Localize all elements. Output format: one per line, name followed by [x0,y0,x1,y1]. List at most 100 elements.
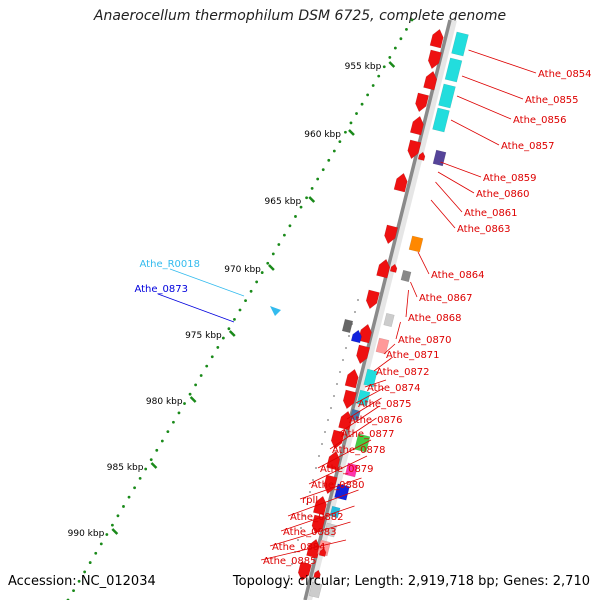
leader-line [435,181,463,213]
gene-block-pink-1-shape [375,337,390,355]
gene-small-1 [389,263,398,273]
gene-block-gray-4-shape [308,581,323,599]
ruler-dot [160,439,164,443]
gene-label: Athe_0875 [358,399,412,410]
leader-line [417,251,430,275]
ruler-dot [221,336,225,340]
gene-label: Athe_0876 [349,415,403,426]
ruler-dot [310,186,314,190]
ruler-dot [227,327,231,331]
ruler-tick [189,396,197,403]
leader-line [338,405,380,434]
trna-marker [270,306,281,316]
gene-block-orange [408,235,424,253]
leader-line [355,387,385,404]
ruler-dot [294,215,297,218]
gene-cds-14-shape [338,410,353,431]
gene-label: Athe_0883 [283,527,337,538]
gene-label: Athe_0870 [398,335,452,346]
gene-block-cyan-1-shape [451,31,469,57]
inner-dot [312,479,314,481]
gene-cds-11-shape [356,344,371,365]
gene-cds-13 [342,389,357,410]
topology-text: Topology: circular; Length: 2,919,718 bp… [232,574,590,589]
gene-block-purple-shape [432,149,447,167]
gene-small-2-shape [318,547,327,557]
gene-small-0 [417,151,426,161]
ruler-tick [111,528,119,535]
ruler-dot [366,93,370,97]
ruler-dot [393,46,397,50]
ruler-dot [316,177,320,181]
gene-block-teal [329,505,341,519]
gene-block-cyan-6 [356,389,371,407]
gene-small-0-shape [417,151,426,161]
left-labels: Athe_R0018 Athe_0873 [134,259,245,323]
gene-block-cyan-4-shape [432,107,450,133]
gene-cds-18 [312,495,327,516]
ruler-dot [83,570,87,574]
gene-block-gray-4 [308,581,323,599]
ruler-dot [371,84,375,87]
ruler-dot [127,495,131,499]
leader-line [169,268,245,297]
inner-dot [357,299,359,301]
inner-dot [321,443,323,445]
gene-left-gray-shape [341,318,354,334]
gene-label: Athe_0860 [476,189,530,200]
ruler-dot [277,243,281,246]
ruler-dot [288,224,292,228]
gene-cds-21-shape [297,561,312,582]
gene-label: Athe_0859 [483,173,537,184]
ruler-dot [332,149,336,153]
gene-cds-18-shape [312,495,327,516]
leader-line [346,397,382,420]
gene-label: Athe_0878 [332,445,386,456]
ruler-dot [188,392,192,396]
gene-left-gray [341,318,354,334]
ruler-dot [255,280,259,284]
ruler-dot [166,430,170,434]
inner-dot [324,431,326,433]
gene-block-gray-2 [383,312,395,328]
inner-dot [288,575,290,577]
ruler-label: 985 kbp [107,463,144,473]
ruler-label: 990 kbp [68,529,105,539]
gene-block-cyan-5-shape [363,368,378,388]
inner-dot [309,491,311,493]
gene-cds-0-shape [429,28,444,49]
ruler-label: 970 kbp [224,265,261,275]
gene-cds-5-shape [407,139,422,160]
leader-line [157,293,235,323]
leader-line [395,321,401,340]
gene-block-cyan-1 [451,31,469,57]
ruler-dot [155,448,159,452]
gene-cds-3-shape [415,92,430,113]
gene-cds-1-shape [427,49,442,70]
ruler-dot [244,299,247,303]
gene-label: Athe_0868 [408,313,462,324]
gene-label: Athe_0863 [457,224,511,235]
gene-cds-12 [344,368,359,389]
ruler-tick [308,196,316,203]
gene-label: Athe_0879 [320,464,374,475]
ruler-tick [388,61,396,68]
inner-dot [306,503,308,505]
gene-cds-7 [384,224,399,245]
gene-cds-15-shape [330,429,345,450]
ruler-dot [144,467,148,471]
gene-cds-17-shape [323,474,338,495]
ruler-dot [338,140,342,144]
ruler-dot [360,102,364,106]
inner-dot [342,359,344,361]
gene-block-gray-2-shape [383,312,395,328]
gene-cds-12-shape [344,368,359,389]
ruler-dot [194,383,198,387]
gene-label: Athe_0872 [376,367,430,378]
ruler-label: 955 kbp [345,62,382,72]
leader-line [260,539,347,561]
gene-cds-14 [338,410,353,431]
gene-block-cyan-3-shape [438,83,456,109]
ruler-tick [348,129,355,136]
